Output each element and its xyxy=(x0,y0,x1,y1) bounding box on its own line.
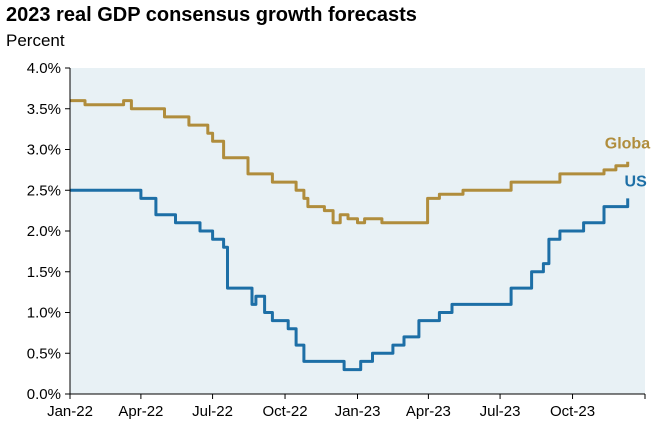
x-tick-label: Jul-22 xyxy=(192,403,233,420)
series-lines xyxy=(70,99,630,372)
y-tick-label: 1.0% xyxy=(27,305,61,322)
y-tick-label: 3.5% xyxy=(27,101,61,118)
plot-area xyxy=(70,68,645,394)
x-tick-label: Jan-22 xyxy=(47,403,93,420)
y-tick-label: 2.0% xyxy=(27,223,61,240)
series-label-global: Global xyxy=(605,136,651,153)
x-tick-label: Apr-22 xyxy=(118,403,163,420)
y-tick-label: 3.0% xyxy=(27,142,61,159)
series-line-us xyxy=(70,188,630,372)
x-tick-label: Jul-23 xyxy=(480,403,521,420)
x-tick-label: Oct-23 xyxy=(550,403,595,420)
chart-title: 2023 real GDP consensus growth forecasts xyxy=(6,4,417,26)
y-tick-label: 2.5% xyxy=(27,182,61,199)
x-tick-label: Apr-23 xyxy=(406,403,451,420)
x-tick-label: Jan-23 xyxy=(335,403,381,420)
y-tick-label: 0.0% xyxy=(27,386,61,403)
y-tick-label: 0.5% xyxy=(27,345,61,362)
series-line-global xyxy=(70,99,630,225)
x-axis-ticks: Jan-22 Apr-22 Jul-22 Oct-22 Jan-23 Apr-23 Jul-… xyxy=(47,394,646,420)
y-axis-ticks: 0.0% 0.5% 1.0% 1.5% 2.0% 2.5% 3.0% 3.5% 4.0% xyxy=(27,60,70,403)
y-tick-label: 1.5% xyxy=(27,264,61,281)
series-label-us: US xyxy=(625,173,648,190)
x-tick-label: Oct-22 xyxy=(263,403,308,420)
chart-subtitle: Percent xyxy=(6,31,65,50)
y-tick-label: 4.0% xyxy=(27,60,61,77)
